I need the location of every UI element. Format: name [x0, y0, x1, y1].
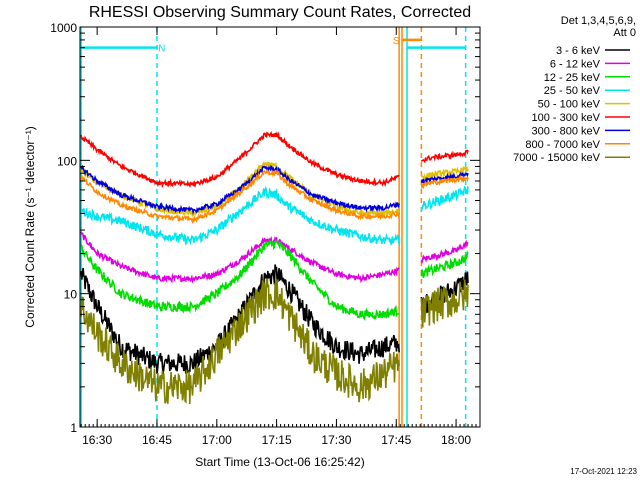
- series-line: [420, 249, 469, 278]
- series-line: [80, 185, 400, 246]
- legend-entry-label: 6 - 12 keV: [550, 58, 601, 70]
- legend-entry-label: 800 - 7000 keV: [525, 139, 600, 151]
- legend-entry-label: 100 - 300 keV: [532, 112, 601, 124]
- x-tick-label: 17:30: [321, 433, 351, 447]
- legend-entry-label: 7000 - 15000 keV: [513, 152, 601, 164]
- legend-entry-label: 50 - 100 keV: [538, 99, 601, 111]
- x-tick-label: 18:00: [441, 433, 471, 447]
- series-line: [80, 278, 400, 405]
- plot-timestamp: 17-Oct-2021 12:23: [570, 467, 637, 476]
- flag-label: N: [158, 44, 165, 55]
- plot-frame: [79, 26, 481, 428]
- legend-entry-label: 25 - 50 keV: [544, 85, 601, 97]
- series-line: [420, 174, 469, 190]
- legend-entry-label: 300 - 800 keV: [532, 125, 601, 137]
- series-line: [420, 149, 469, 164]
- y-tick-label: 1000: [50, 21, 77, 35]
- series-line: [80, 231, 400, 284]
- series-line: [420, 279, 469, 328]
- legend-entry-label: 3 - 6 keV: [556, 45, 601, 57]
- x-tick-label: 17:00: [202, 433, 232, 447]
- series-line: [80, 131, 400, 189]
- series-line: [420, 185, 469, 212]
- y-tick-label: 100: [57, 154, 77, 168]
- flag-label: S: [393, 36, 400, 47]
- legend-entry-label: 12 - 25 keV: [544, 72, 601, 84]
- series-line: [80, 239, 400, 322]
- series-line: [80, 168, 400, 225]
- x-tick-label: 16:45: [142, 433, 172, 447]
- y-axis-label: Corrected Count Rate (s⁻¹ detector⁻¹): [23, 126, 37, 327]
- x-tick-label: 16:30: [82, 433, 112, 447]
- plot-lines-layer: NS: [80, 27, 467, 427]
- x-tick-label: 17:15: [262, 433, 292, 447]
- series-layer: [80, 131, 469, 405]
- x-axis-label: Start Time (13-Oct-06 16:25:42): [195, 455, 364, 469]
- series-line: [420, 239, 469, 265]
- legend-header: Att 0: [613, 27, 636, 39]
- x-tick-label: 17:45: [381, 433, 411, 447]
- y-tick-label: 1: [70, 421, 77, 435]
- series-line: [80, 164, 400, 216]
- axis-ticks-layer: 16:30 16:45 17:00 17:15 17:30 17:45 18:00 1 10 10…: [50, 21, 481, 447]
- series-line: [80, 264, 400, 374]
- legend-header: Det 1,3,4,5,6,9,: [561, 15, 636, 27]
- chart-title: RHESSI Observing Summary Count Rates, Co…: [89, 4, 471, 21]
- y-tick-label: 10: [64, 288, 78, 302]
